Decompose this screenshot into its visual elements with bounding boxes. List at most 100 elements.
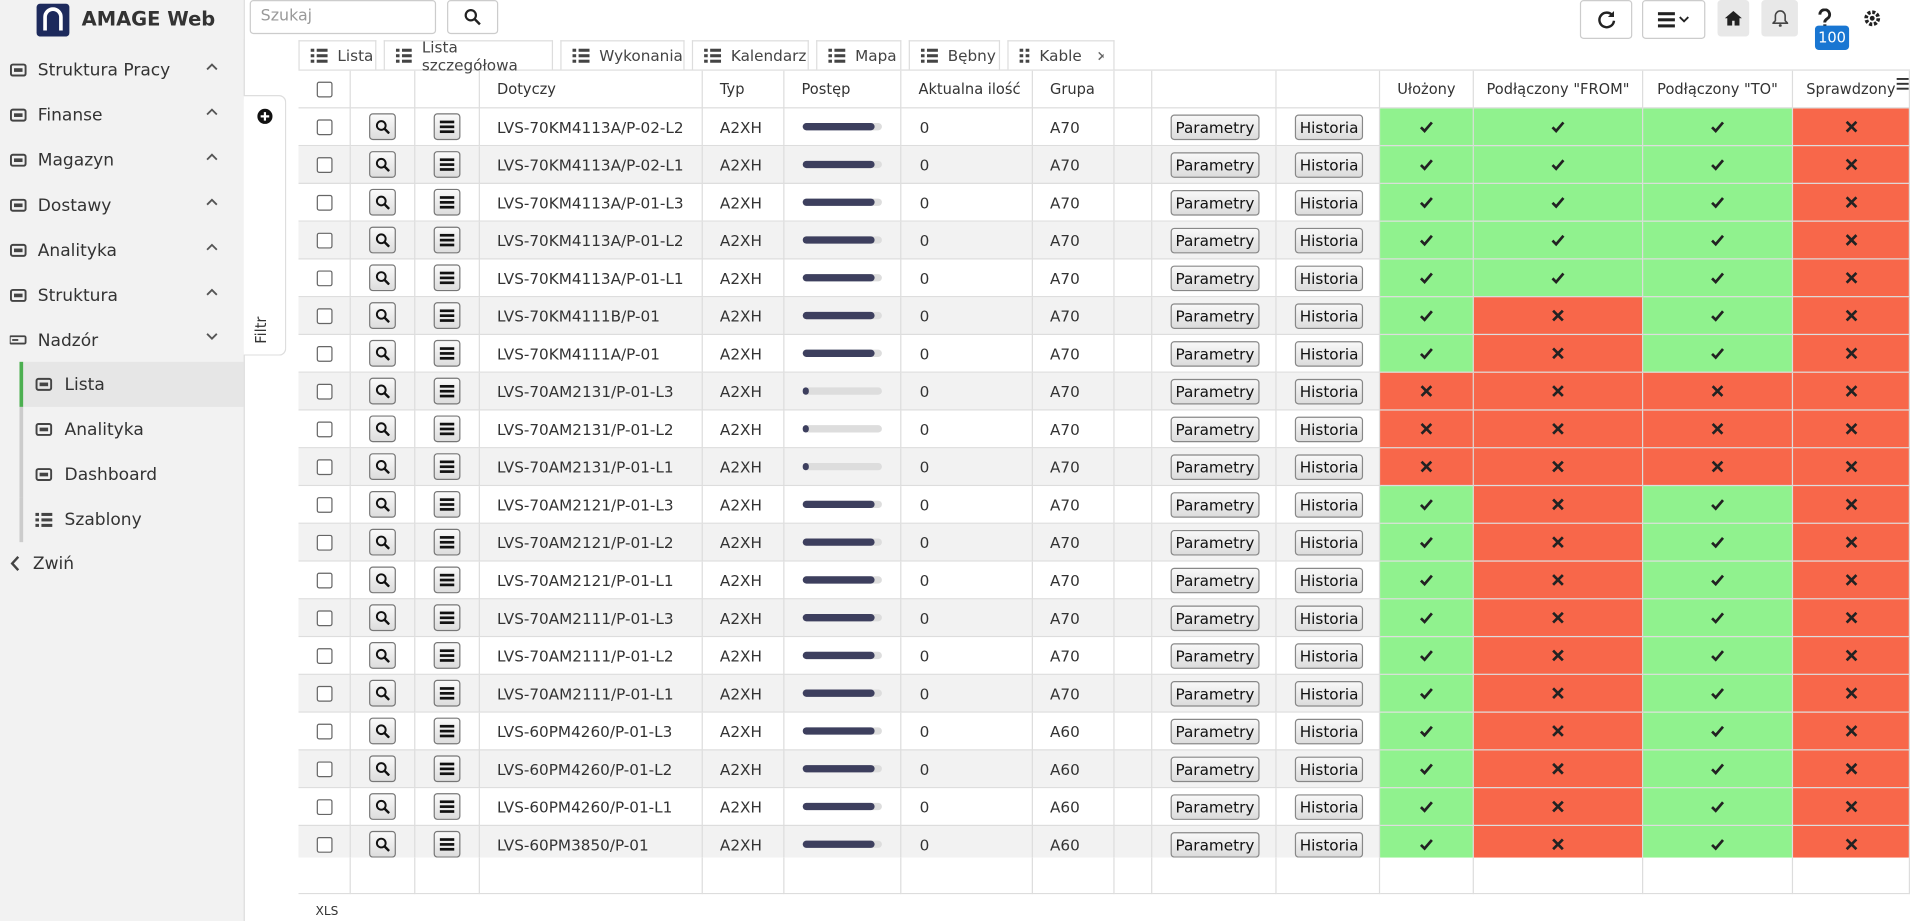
preview-button[interactable]: [369, 566, 396, 594]
checkbox[interactable]: [316, 609, 333, 626]
history-button[interactable]: Historia: [1294, 567, 1364, 593]
checkbox[interactable]: [316, 81, 333, 97]
preview-button[interactable]: [369, 755, 396, 783]
row-menu-button[interactable]: [433, 566, 461, 594]
preview-button[interactable]: [369, 528, 396, 556]
preview-button[interactable]: [369, 377, 396, 405]
parameters-button[interactable]: Parametry: [1170, 113, 1260, 140]
preview-button[interactable]: [369, 642, 396, 669]
history-button[interactable]: Historia: [1294, 529, 1364, 555]
preview-button[interactable]: [369, 490, 396, 518]
parameters-button[interactable]: Parametry: [1170, 604, 1260, 631]
row-menu-button[interactable]: [433, 377, 461, 405]
row-menu-button[interactable]: [433, 642, 461, 669]
row-menu-button[interactable]: [433, 528, 461, 556]
parameters-button[interactable]: Parametry: [1170, 642, 1260, 669]
history-button[interactable]: Historia: [1294, 491, 1364, 518]
preview-button[interactable]: [369, 113, 396, 141]
preview-button[interactable]: [369, 339, 396, 367]
row-menu-button[interactable]: [433, 264, 461, 292]
parameters-button[interactable]: Parametry: [1170, 378, 1260, 404]
tab[interactable]: Lista: [298, 40, 377, 70]
parameters-button[interactable]: Parametry: [1170, 189, 1260, 216]
checkbox[interactable]: [316, 760, 333, 777]
history-button[interactable]: Historia: [1294, 302, 1364, 329]
refresh-button[interactable]: [1579, 0, 1633, 39]
preview-button[interactable]: [369, 302, 396, 329]
history-button[interactable]: Historia: [1294, 227, 1364, 253]
search-button[interactable]: [447, 0, 499, 35]
preview-button[interactable]: [369, 415, 396, 443]
checkbox[interactable]: [316, 571, 333, 588]
checkbox[interactable]: [316, 420, 333, 437]
nav-item[interactable]: Struktura: [0, 273, 244, 318]
checkbox[interactable]: [316, 836, 333, 853]
nav-item[interactable]: Dostawy: [0, 183, 244, 228]
parameters-button[interactable]: Parametry: [1170, 264, 1260, 291]
history-button[interactable]: Historia: [1294, 189, 1364, 216]
nav-item[interactable]: Magazyn: [0, 138, 244, 183]
row-menu-button[interactable]: [433, 302, 461, 329]
checkbox[interactable]: [316, 534, 333, 551]
history-button[interactable]: Historia: [1294, 113, 1364, 140]
parameters-button[interactable]: Parametry: [1170, 793, 1260, 820]
checkbox[interactable]: [316, 156, 333, 173]
parameters-button[interactable]: Parametry: [1170, 416, 1260, 442]
history-button[interactable]: Historia: [1294, 680, 1364, 707]
tab[interactable]: Kable: [1007, 40, 1115, 70]
parameters-button[interactable]: Parametry: [1170, 680, 1260, 707]
checkbox[interactable]: [316, 194, 333, 211]
nav-item[interactable]: Finanse: [0, 93, 244, 138]
parameters-button[interactable]: Parametry: [1170, 340, 1260, 367]
preview-button[interactable]: [369, 453, 396, 481]
nav-subitem[interactable]: Lista: [19, 361, 244, 407]
parameters-button[interactable]: Parametry: [1170, 453, 1260, 480]
row-menu-button[interactable]: [433, 113, 461, 141]
history-button[interactable]: Historia: [1294, 718, 1364, 744]
settings-button[interactable]: [1855, 0, 1889, 37]
row-menu-button[interactable]: [433, 151, 461, 178]
tab[interactable]: Kalendarz: [691, 40, 809, 70]
preview-button[interactable]: [369, 604, 396, 632]
xls-export[interactable]: XLS: [315, 905, 339, 919]
checkbox[interactable]: [316, 118, 333, 135]
nav-subitem[interactable]: Analityka: [19, 406, 243, 452]
tab[interactable]: Lista szczegółowa: [383, 37, 554, 74]
history-button[interactable]: Historia: [1294, 604, 1364, 631]
history-button[interactable]: Historia: [1294, 453, 1364, 480]
history-button[interactable]: Historia: [1294, 340, 1364, 367]
row-menu-button[interactable]: [433, 830, 461, 858]
home-button[interactable]: [1717, 0, 1750, 37]
nav-item[interactable]: Struktura Pracy: [0, 48, 244, 93]
row-menu-button[interactable]: [433, 679, 461, 707]
notifications-button[interactable]: [1761, 0, 1798, 37]
checkbox[interactable]: [316, 307, 333, 324]
parameters-button[interactable]: Parametry: [1170, 227, 1260, 253]
checkbox[interactable]: [316, 798, 333, 815]
parameters-button[interactable]: Parametry: [1170, 567, 1260, 593]
collapse-button[interactable]: Zwiń: [0, 541, 244, 586]
menu-button[interactable]: [1642, 0, 1706, 39]
checkbox[interactable]: [316, 647, 333, 664]
parameters-button[interactable]: Parametry: [1170, 831, 1260, 858]
checkbox[interactable]: [316, 345, 333, 362]
history-button[interactable]: Historia: [1294, 642, 1364, 669]
tab[interactable]: Bębny: [908, 40, 1001, 70]
preview-button[interactable]: [369, 226, 396, 254]
checkbox[interactable]: [316, 496, 333, 513]
history-button[interactable]: Historia: [1294, 151, 1364, 178]
history-button[interactable]: Historia: [1294, 264, 1364, 291]
history-button[interactable]: Historia: [1294, 378, 1364, 404]
row-menu-button[interactable]: [433, 490, 461, 518]
parameters-button[interactable]: Parametry: [1170, 302, 1260, 329]
preview-button[interactable]: [369, 151, 396, 178]
nav-subitem[interactable]: Szablony: [19, 497, 243, 543]
preview-button[interactable]: [369, 830, 396, 858]
preview-button[interactable]: [369, 264, 396, 292]
row-menu-button[interactable]: [433, 226, 461, 254]
row-menu-button[interactable]: [433, 415, 461, 443]
filter-panel[interactable]: Filtr: [243, 95, 287, 356]
checkbox[interactable]: [316, 232, 333, 248]
history-button[interactable]: Historia: [1294, 755, 1364, 782]
row-menu-button[interactable]: [433, 453, 461, 481]
